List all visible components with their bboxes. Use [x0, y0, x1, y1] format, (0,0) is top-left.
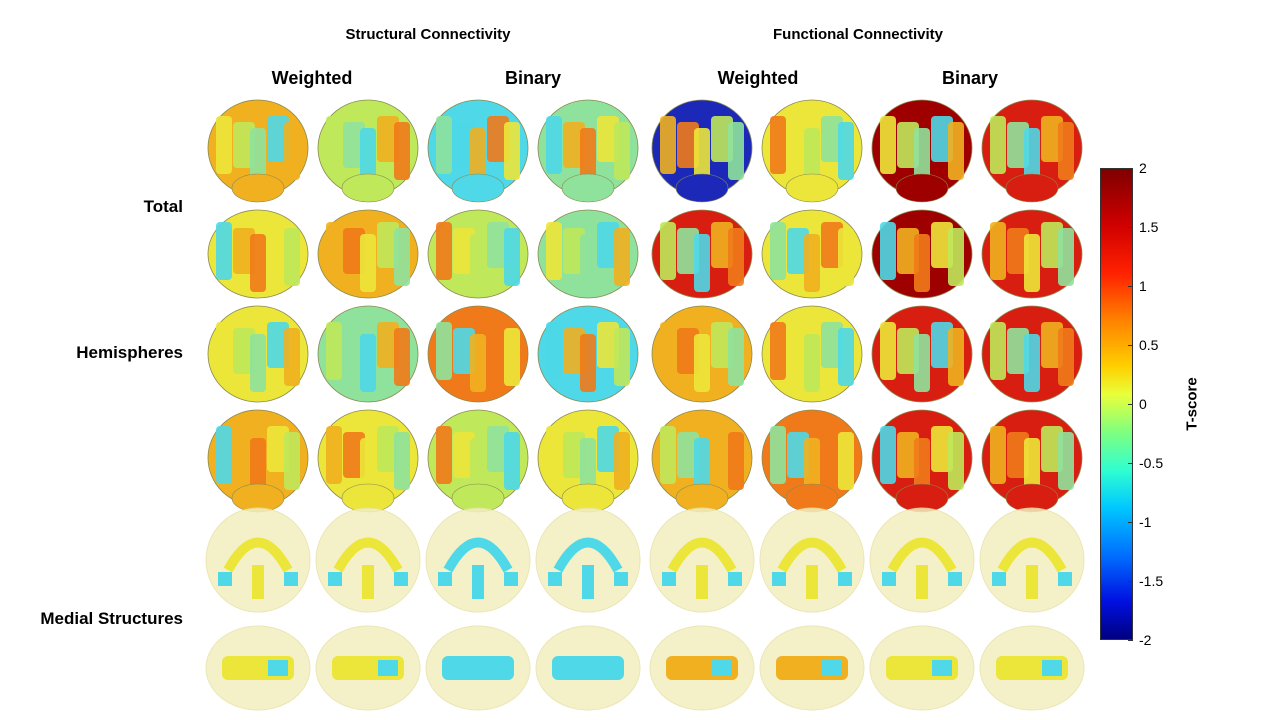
brain-render	[425, 507, 531, 613]
brain-render	[759, 507, 865, 613]
colorbar-tick-mark	[1128, 640, 1133, 641]
colorbar-tick-mark	[1128, 522, 1133, 523]
colorbar-tick-mark	[1128, 404, 1133, 405]
brain-render	[979, 507, 1085, 613]
brain-render	[207, 409, 309, 513]
brain-render	[537, 209, 639, 299]
colorbar-tick-label: 1	[1139, 278, 1147, 294]
row-label-medial-structures: Medial Structures	[40, 609, 183, 628]
brain-render	[981, 305, 1083, 403]
brain-render	[537, 305, 639, 403]
brain-render	[535, 625, 641, 711]
brain-render	[427, 209, 529, 299]
brain-render	[537, 409, 639, 513]
colorbar-tick-label: 1.5	[1139, 219, 1159, 235]
brain-render	[315, 625, 421, 711]
header-structural-binary: Binary	[504, 68, 562, 88]
brain-render	[205, 507, 311, 613]
brain-render	[315, 507, 421, 613]
row-label-total: Total	[143, 197, 183, 216]
brain-render	[317, 409, 419, 513]
colorbar-label: T-score	[1183, 377, 1201, 431]
brain-render	[427, 409, 529, 513]
brain-render	[759, 625, 865, 711]
colorbar-tick-mark	[1128, 345, 1133, 346]
brain-render	[871, 409, 973, 513]
brain-render	[651, 209, 753, 299]
colorbar-tick-label: -0.5	[1139, 455, 1164, 471]
brain-render	[649, 625, 755, 711]
header-functional-weighted: Weighted	[717, 68, 799, 88]
brain-render	[651, 409, 753, 513]
row-label-hemispheres: Hemispheres	[76, 343, 183, 362]
colorbar-tick-mark	[1128, 286, 1133, 287]
colorbar-tick-label: -2	[1139, 632, 1152, 648]
brain-render	[869, 625, 975, 711]
brain-render	[427, 99, 529, 203]
brain-render	[317, 99, 419, 203]
header-structural-connectivity: Structural Connectivity	[345, 26, 511, 43]
colorbar	[1100, 168, 1133, 640]
colorbar-tick-mark	[1128, 227, 1133, 228]
brain-render	[207, 305, 309, 403]
brain-render	[651, 305, 753, 403]
brain-render	[425, 625, 531, 711]
brain-render	[979, 625, 1085, 711]
brain-render	[871, 99, 973, 203]
header-functional-connectivity: Functional Connectivity	[772, 26, 944, 43]
colorbar-tick-label: 2	[1139, 160, 1147, 176]
brain-render	[871, 305, 973, 403]
brain-render	[207, 99, 309, 203]
brain-render	[981, 99, 1083, 203]
brain-render	[981, 209, 1083, 299]
colorbar-tick-mark	[1128, 168, 1133, 169]
brain-render	[317, 305, 419, 403]
header-structural-weighted: Weighted	[271, 68, 353, 88]
brain-render	[535, 507, 641, 613]
header-functional-binary: Binary	[941, 68, 999, 88]
brain-render	[537, 99, 639, 203]
brain-render	[981, 409, 1083, 513]
brain-render	[761, 99, 863, 203]
colorbar-tick-label: 0.5	[1139, 337, 1159, 353]
colorbar-tick-mark	[1128, 463, 1133, 464]
brain-render	[651, 99, 753, 203]
brain-render	[317, 209, 419, 299]
brain-render	[427, 305, 529, 403]
colorbar-tick-mark	[1128, 581, 1133, 582]
brain-render	[205, 625, 311, 711]
colorbar-tick-label: 0	[1139, 396, 1147, 412]
colorbar-tick-label: -1	[1139, 514, 1152, 530]
brain-render	[649, 507, 755, 613]
colorbar-tick-label: -1.5	[1139, 573, 1164, 589]
brain-render	[761, 409, 863, 513]
brain-render	[207, 209, 309, 299]
brain-render	[869, 507, 975, 613]
brain-render	[871, 209, 973, 299]
brain-render	[761, 305, 863, 403]
brain-render	[761, 209, 863, 299]
